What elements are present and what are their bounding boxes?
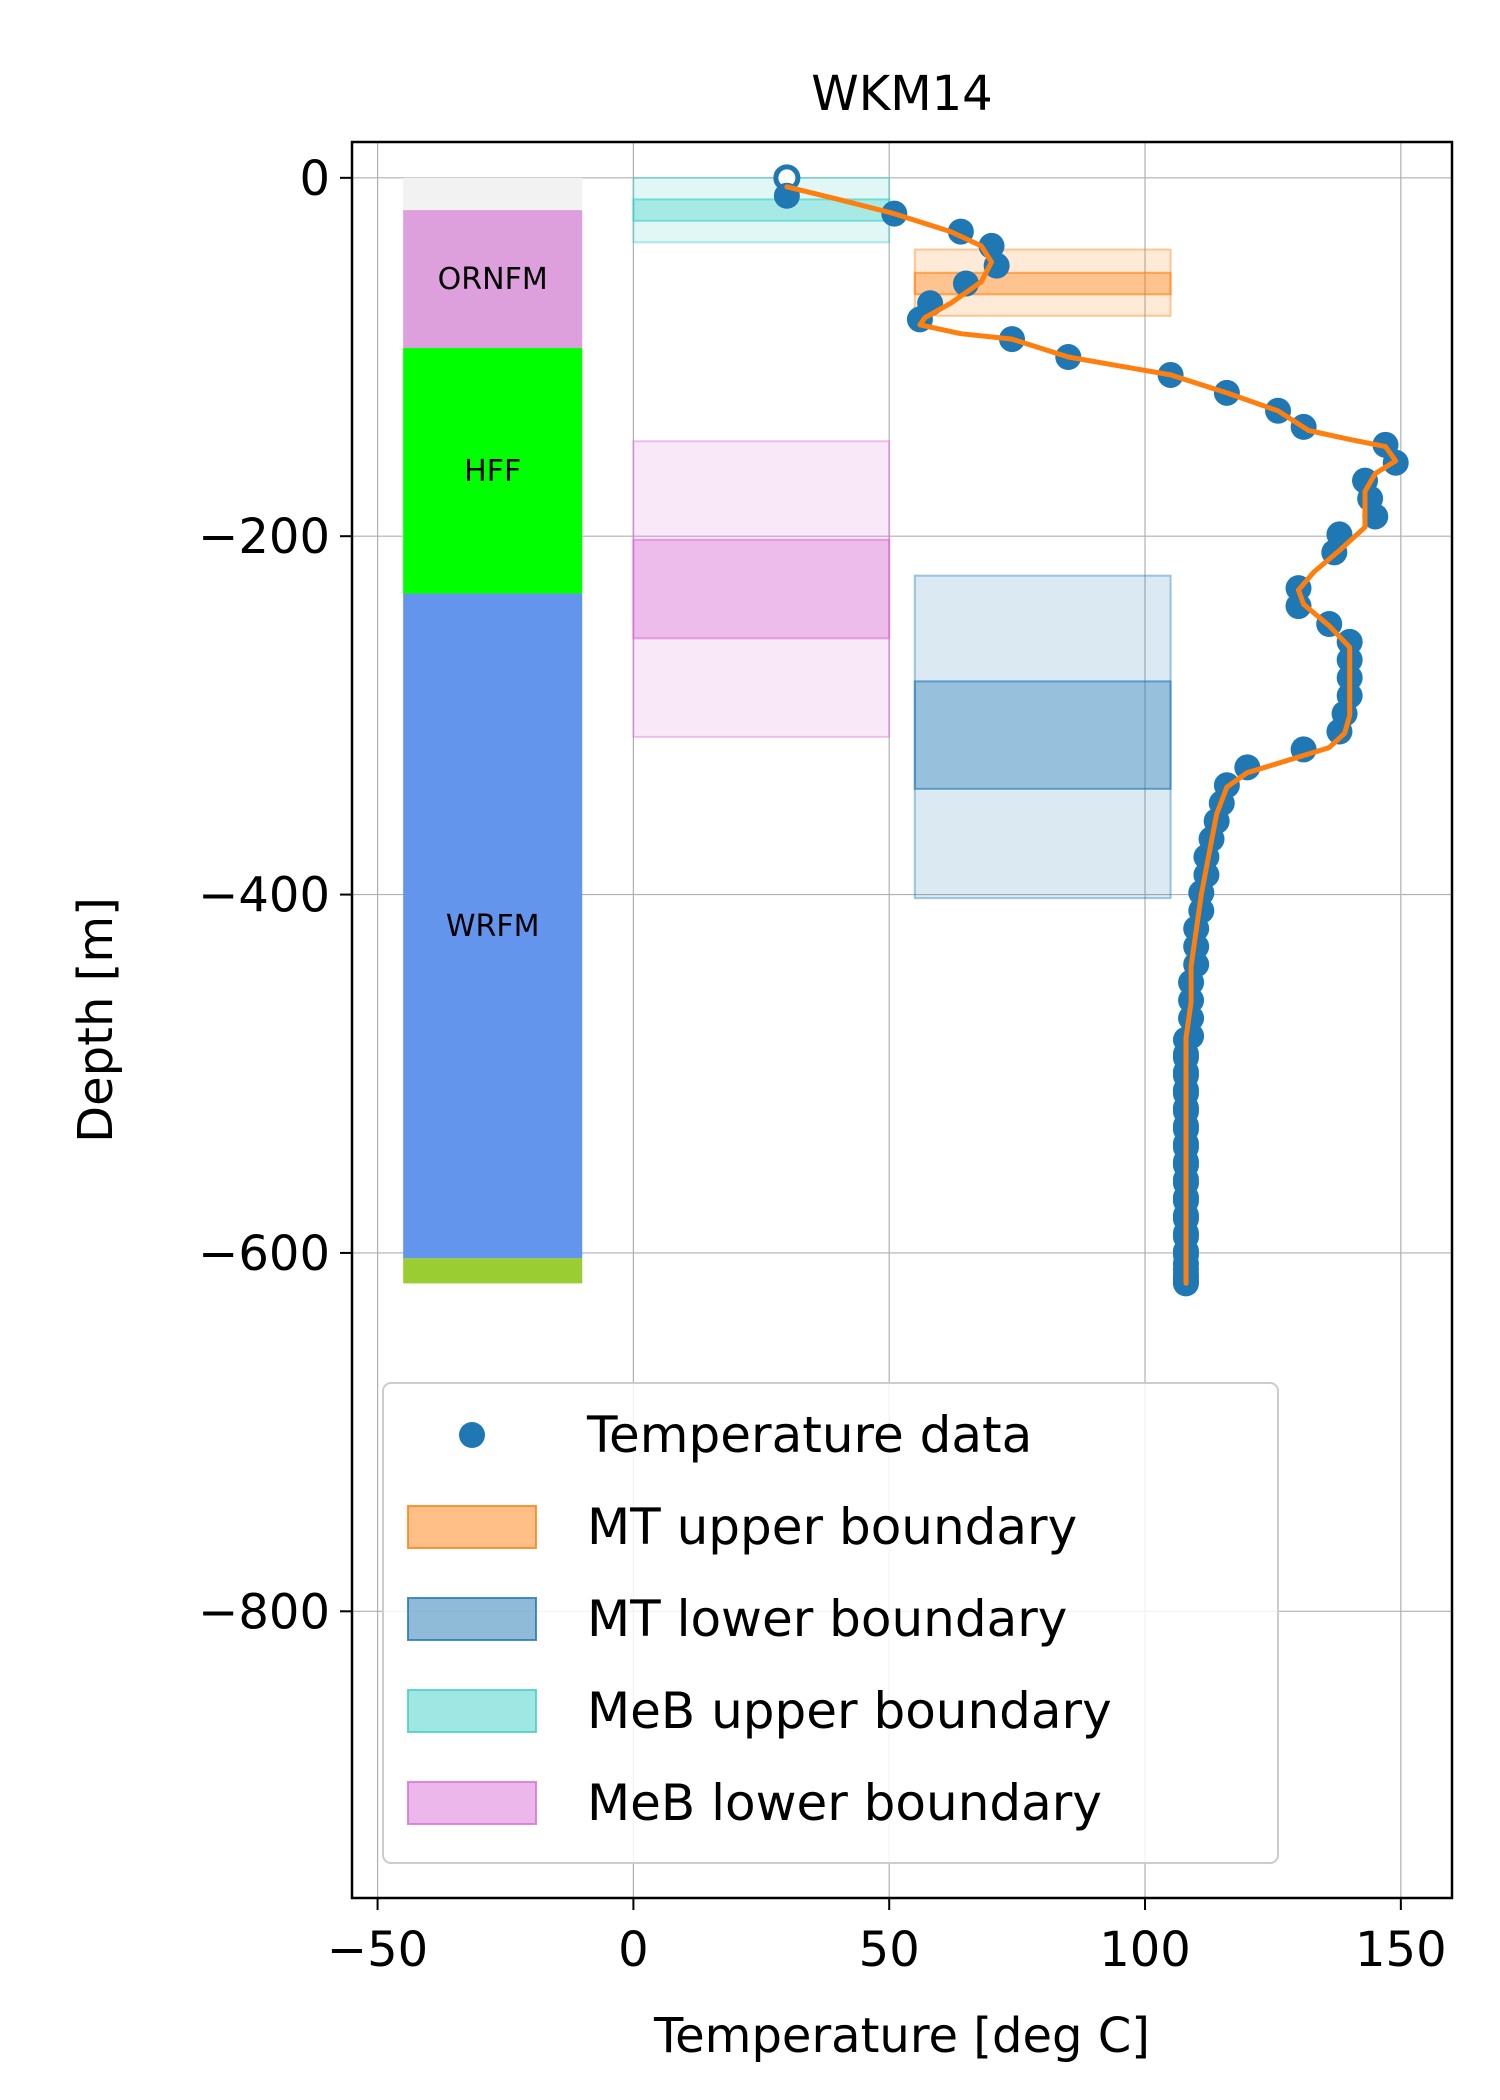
x-tick-label: 100 bbox=[1099, 1922, 1191, 1978]
x-tick-label: 0 bbox=[618, 1922, 649, 1978]
legend-label: MeB lower boundary bbox=[587, 1774, 1102, 1832]
legend-label: MT upper boundary bbox=[587, 1498, 1077, 1556]
legend-swatch bbox=[407, 1689, 537, 1733]
lithology-column: ORNFM HFF WRFM bbox=[403, 177, 583, 1284]
boundary-inner-band bbox=[913, 271, 1172, 296]
lithology-label: WRFM bbox=[446, 909, 540, 944]
boundary-inner-band bbox=[913, 680, 1172, 790]
lithology-unit bbox=[403, 348, 583, 594]
lithology-unit bbox=[403, 593, 583, 1259]
boundary-inner-band bbox=[632, 538, 891, 640]
legend-swatch bbox=[407, 1597, 537, 1641]
boundary-outer-band bbox=[913, 574, 1172, 900]
legend-label: MeB upper boundary bbox=[587, 1682, 1112, 1740]
x-tick-label: −50 bbox=[327, 1922, 428, 1978]
chart-title: WKM14 bbox=[811, 66, 992, 122]
y-tick-label: −800 bbox=[198, 1584, 330, 1640]
legend-marker-temperature bbox=[459, 1422, 485, 1448]
legend-swatch bbox=[407, 1505, 537, 1549]
y-tick-label: 0 bbox=[299, 151, 330, 207]
lithology-label: ORNFM bbox=[438, 262, 548, 297]
legend-label: Temperature data bbox=[586, 1406, 1032, 1464]
legend: Temperature data MT upper boundary MT lowe… bbox=[382, 1382, 1279, 1864]
temperature-point bbox=[1362, 503, 1389, 530]
temperature-point bbox=[1336, 628, 1363, 655]
lithology-unit bbox=[403, 210, 583, 349]
lithology-unit bbox=[403, 177, 583, 211]
boundary-outer-band bbox=[632, 440, 891, 738]
legend-label: MT lower boundary bbox=[587, 1590, 1067, 1648]
temperature-points bbox=[773, 164, 1409, 1297]
y-axis-label: Depth [m] bbox=[68, 897, 124, 1143]
boundary-bands bbox=[632, 176, 1172, 900]
lithology-label: HFF bbox=[464, 454, 521, 489]
x-tick-label: 150 bbox=[1355, 1922, 1447, 1978]
axis-ticks: −50 0 50 100 150 0 −200 −400 −600 −800 bbox=[198, 151, 1446, 1978]
legend-frame bbox=[382, 1382, 1279, 1864]
lithology-unit bbox=[403, 1258, 583, 1284]
temperature-point bbox=[1234, 754, 1261, 781]
y-tick-label: −600 bbox=[198, 1226, 330, 1282]
y-tick-label: −200 bbox=[198, 509, 330, 565]
plot-frame bbox=[350, 140, 1454, 1900]
temperature-point bbox=[1285, 593, 1312, 620]
boundary-outer-band bbox=[632, 176, 891, 244]
model-line-layer bbox=[784, 184, 1399, 1286]
temperature-model-line bbox=[784, 184, 1399, 1286]
x-tick-label: 50 bbox=[859, 1922, 920, 1978]
legend-swatch bbox=[407, 1781, 537, 1825]
x-axis-label: Temperature [deg C] bbox=[653, 2008, 1150, 2064]
y-tick-label: −400 bbox=[198, 868, 330, 924]
